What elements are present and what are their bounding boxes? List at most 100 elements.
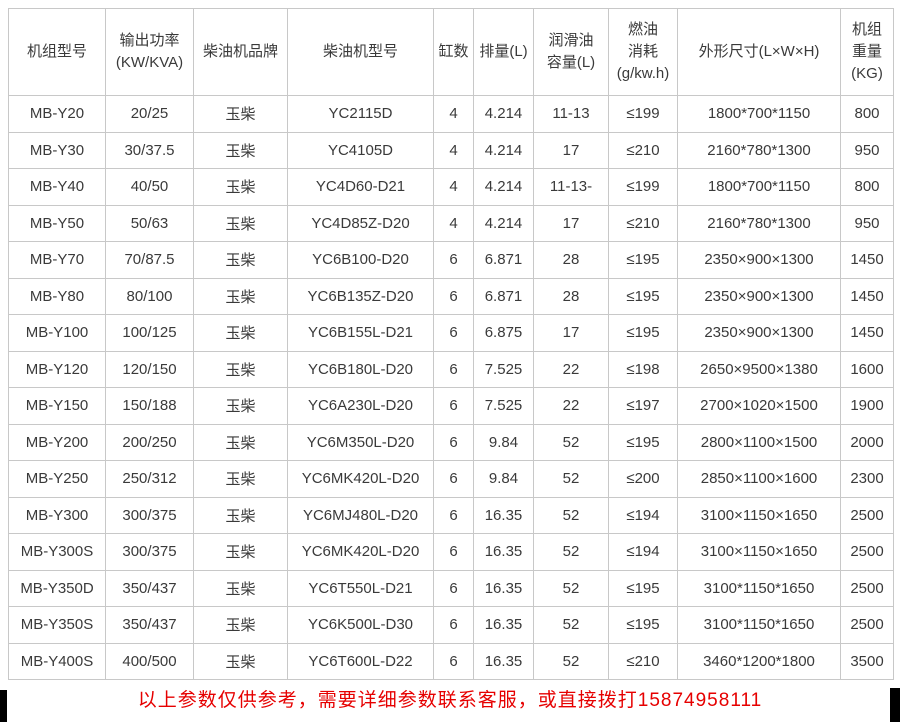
cell-fuel: ≤198 (608, 350, 678, 388)
header-dimensions: 外形尺寸(L×W×H) (677, 8, 841, 96)
cell-model: MB-Y70 (8, 241, 106, 279)
table-row: MB-Y50 50/63 玉柴 YC4D85Z-D20 4 4.214 17 ≤210 2160… (8, 204, 894, 242)
cell-brand: 玉柴 (193, 496, 288, 534)
cell-weight: 2500 (840, 569, 894, 607)
cell-displacement: 16.35 (473, 496, 534, 534)
header-output-power: 输出功率 (KW/KVA) (105, 8, 194, 96)
cell-power: 350/437 (105, 606, 194, 644)
cell-engine: YC6B100-D20 (287, 241, 434, 279)
cell-model: MB-Y100 (8, 314, 106, 352)
cell-displacement: 16.35 (473, 569, 534, 607)
cell-engine: YC6B180L-D20 (287, 350, 434, 388)
table-row: MB-Y70 70/87.5 玉柴 YC6B100-D20 6 6.871 28 ≤195 23… (8, 241, 894, 279)
cell-power: 150/188 (105, 387, 194, 425)
cell-dimensions: 2160*780*1300 (677, 204, 841, 242)
table-row: MB-Y250 250/312 玉柴 YC6MK420L-D20 6 9.84 52 ≤200… (8, 460, 894, 498)
cell-power: 250/312 (105, 460, 194, 498)
cell-weight: 950 (840, 131, 894, 169)
cell-lube: 52 (533, 423, 609, 461)
cell-cylinders: 4 (433, 95, 474, 133)
table-row: MB-Y80 80/100 玉柴 YC6B135Z-D20 6 6.871 28 ≤195 23… (8, 277, 894, 315)
cell-fuel: ≤195 (608, 569, 678, 607)
cell-lube: 11-13 (533, 95, 609, 133)
cell-weight: 2500 (840, 496, 894, 534)
cell-power: 200/250 (105, 423, 194, 461)
table-row: MB-Y20 20/25 玉柴 YC2115D 4 4.214 11-13 ≤199 1800*… (8, 95, 894, 133)
cell-lube: 52 (533, 642, 609, 680)
cell-fuel: ≤199 (608, 95, 678, 133)
table-header: 机组型号 输出功率 (KW/KVA) 柴油机品牌 柴油机型号 缸数 排量(L) … (8, 8, 894, 96)
table-row: MB-Y40 40/50 玉柴 YC4D60-D21 4 4.214 11-13- ≤199 1… (8, 168, 894, 206)
cell-dimensions: 2800×1100×1500 (677, 423, 841, 461)
cell-power: 400/500 (105, 642, 194, 680)
cell-brand: 玉柴 (193, 95, 288, 133)
cell-fuel: ≤195 (608, 241, 678, 279)
cell-power: 20/25 (105, 95, 194, 133)
header-displacement: 排量(L) (473, 8, 534, 96)
cell-fuel: ≤197 (608, 387, 678, 425)
table-row: MB-Y30 30/37.5 玉柴 YC4105D 4 4.214 17 ≤210 2160*7… (8, 131, 894, 169)
cell-dimensions: 1800*700*1150 (677, 168, 841, 206)
table-row: MB-Y350D 350/437 玉柴 YC6T550L-D21 6 16.35 52 ≤19… (8, 569, 894, 607)
cell-dimensions: 2350×900×1300 (677, 277, 841, 315)
cell-lube: 17 (533, 131, 609, 169)
cell-weight: 1450 (840, 241, 894, 279)
cell-cylinders: 4 (433, 168, 474, 206)
bottom-right-black-mark (890, 688, 900, 722)
cell-dimensions: 3460*1200*1800 (677, 642, 841, 680)
cell-engine: YC6K500L-D30 (287, 606, 434, 644)
header-fuel-consumption: 燃油 消耗 (g/kw.h) (608, 8, 678, 96)
table-row: MB-Y100 100/125 玉柴 YC6B155L-D21 6 6.875 17 ≤195… (8, 314, 894, 352)
cell-engine: YC4D60-D21 (287, 168, 434, 206)
cell-model: MB-Y400S (8, 642, 106, 680)
header-lube-capacity: 润滑油 容量(L) (533, 8, 609, 96)
generator-spec-table: 机组型号 输出功率 (KW/KVA) 柴油机品牌 柴油机型号 缸数 排量(L) … (8, 8, 894, 680)
cell-lube: 28 (533, 277, 609, 315)
cell-displacement: 16.35 (473, 533, 534, 571)
cell-brand: 玉柴 (193, 423, 288, 461)
cell-displacement: 6.875 (473, 314, 534, 352)
cell-weight: 1450 (840, 277, 894, 315)
cell-fuel: ≤210 (608, 642, 678, 680)
cell-cylinders: 6 (433, 606, 474, 644)
cell-lube: 17 (533, 314, 609, 352)
cell-model: MB-Y30 (8, 131, 106, 169)
cell-fuel: ≤194 (608, 533, 678, 571)
cell-displacement: 4.214 (473, 168, 534, 206)
cell-fuel: ≤195 (608, 314, 678, 352)
cell-model: MB-Y200 (8, 423, 106, 461)
cell-fuel: ≤195 (608, 606, 678, 644)
cell-lube: 11-13- (533, 168, 609, 206)
cell-dimensions: 2350×900×1300 (677, 241, 841, 279)
cell-dimensions: 3100*1150*1650 (677, 606, 841, 644)
cell-fuel: ≤194 (608, 496, 678, 534)
cell-power: 100/125 (105, 314, 194, 352)
header-row: 机组型号 输出功率 (KW/KVA) 柴油机品牌 柴油机型号 缸数 排量(L) … (8, 8, 894, 96)
cell-model: MB-Y50 (8, 204, 106, 242)
table-row: MB-Y150 150/188 玉柴 YC6A230L-D20 6 7.525 22 ≤197… (8, 387, 894, 425)
cell-power: 50/63 (105, 204, 194, 242)
table-row: MB-Y300S 300/375 玉柴 YC6MK420L-D20 6 16.35 52 ≤1… (8, 533, 894, 571)
table-body: MB-Y20 20/25 玉柴 YC2115D 4 4.214 11-13 ≤199 1800*… (8, 95, 894, 680)
header-engine-model: 柴油机型号 (287, 8, 434, 96)
cell-weight: 1900 (840, 387, 894, 425)
cell-brand: 玉柴 (193, 533, 288, 571)
cell-engine: YC4105D (287, 131, 434, 169)
cell-power: 120/150 (105, 350, 194, 388)
cell-cylinders: 6 (433, 569, 474, 607)
cell-fuel: ≤199 (608, 168, 678, 206)
cell-engine: YC4D85Z-D20 (287, 204, 434, 242)
cell-cylinders: 6 (433, 496, 474, 534)
table-row: MB-Y120 120/150 玉柴 YC6B180L-D20 6 7.525 22 ≤198… (8, 350, 894, 388)
table-row: MB-Y400S 400/500 玉柴 YC6T600L-D22 6 16.35 52 ≤21… (8, 642, 894, 680)
cell-engine: YC6MK420L-D20 (287, 533, 434, 571)
cell-model: MB-Y350D (8, 569, 106, 607)
cell-cylinders: 6 (433, 423, 474, 461)
cell-dimensions: 1800*700*1150 (677, 95, 841, 133)
table-row: MB-Y200 200/250 玉柴 YC6M350L-D20 6 9.84 52 ≤195 2… (8, 423, 894, 461)
cell-lube: 52 (533, 496, 609, 534)
cell-engine: YC6A230L-D20 (287, 387, 434, 425)
cell-engine: YC6B155L-D21 (287, 314, 434, 352)
cell-fuel: ≤195 (608, 423, 678, 461)
cell-dimensions: 2350×900×1300 (677, 314, 841, 352)
